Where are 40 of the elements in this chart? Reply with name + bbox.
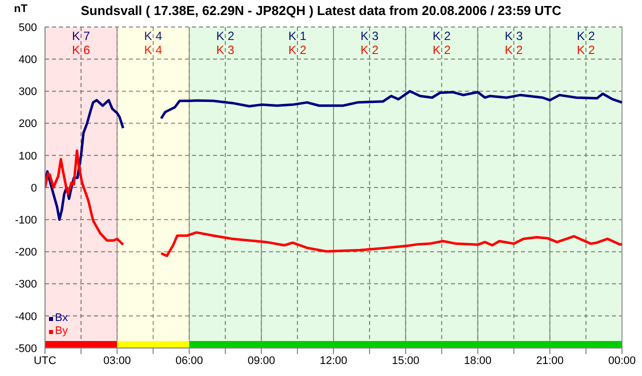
annotation: K 2 [360,43,379,58]
y-tick-label: -400 [14,310,37,323]
annotation: K 2 [432,29,452,44]
annotation: K 2 [432,43,452,58]
annotation: K 2 [576,29,596,44]
y-tick-label: 500 [18,22,37,34]
annotation: K 3 [360,29,379,44]
x-tick-label: 06:00 [175,354,204,367]
annotation: K 2 [216,29,235,44]
y-tick-label: -300 [14,278,37,291]
annotation: K 1 [288,29,307,44]
chart-title: Sundsvall ( 17.38E, 62.29N - JP82QH ) Latest data from 20.08.2006 / 23:59 UTC [80,3,562,18]
y-tick-label: -200 [14,246,37,259]
annotation: K 6 [72,43,90,58]
legend-label: By [54,325,68,338]
annotation: K 7 [72,29,90,44]
y-tick-label: 100 [18,150,37,162]
annotation: K 2 [504,43,524,58]
legend-label: Bx [54,312,68,325]
x-tick-label: 18:00 [464,354,492,367]
y-tick-label: -100 [14,214,37,227]
annotation: K 3 [216,43,235,58]
y-axis-title: nT [14,3,28,15]
x-tick-label: 15:00 [392,354,420,367]
x-tick-label: 21:00 [536,354,564,367]
y-tick-label: 400 [18,54,37,66]
annotation: K 4 [144,29,163,44]
annotation: K 2 [576,43,596,58]
annotation: K 2 [288,43,307,58]
y-tick-label: 0 [30,182,37,194]
x-tick-label: 09:00 [248,354,276,367]
x-tick-label: 00:00 [608,354,636,367]
annotation: K 3 [504,29,524,44]
y-tick-label: 200 [18,118,37,130]
y-tick-label: 300 [18,86,37,98]
annotation: K 4 [144,43,163,58]
x-tick-label: UTC [34,354,56,367]
y-tick-label: -500 [14,342,37,355]
x-tick-label: 03:00 [103,354,131,367]
x-tick-label: 12:00 [320,354,348,367]
